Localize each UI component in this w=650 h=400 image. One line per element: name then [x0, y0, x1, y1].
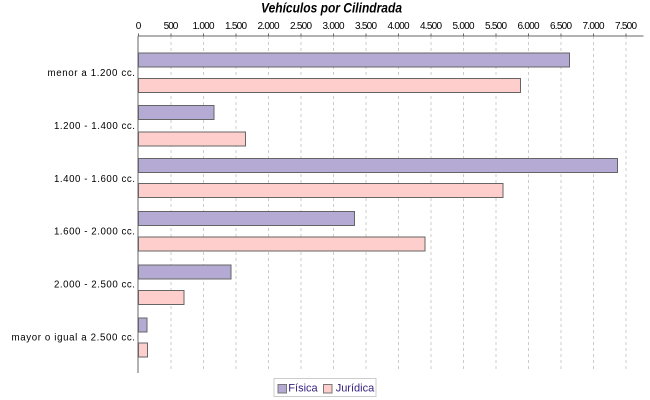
svg-text:2.500: 2.500 [290, 21, 312, 32]
svg-text:3.000: 3.000 [323, 21, 345, 32]
svg-text:1.000: 1.000 [193, 21, 215, 32]
svg-text:4.000: 4.000 [388, 21, 410, 32]
svg-text:5.000: 5.000 [453, 21, 475, 32]
svg-text:2.000: 2.000 [258, 21, 280, 32]
svg-text:6.000: 6.000 [518, 21, 540, 32]
svg-text:Física: Física [288, 383, 318, 395]
svg-text:1.400 - 1.600 cc.: 1.400 - 1.600 cc. [54, 174, 135, 185]
svg-text:mayor o igual a 2.500 cc.: mayor o igual a 2.500 cc. [12, 332, 136, 343]
svg-text:menor a 1.200 cc.: menor a 1.200 cc. [48, 68, 136, 79]
svg-text:1.200 - 1.400 cc.: 1.200 - 1.400 cc. [54, 121, 135, 132]
svg-text:0: 0 [136, 21, 142, 32]
svg-text:4.500: 4.500 [420, 21, 442, 32]
svg-text:5.500: 5.500 [485, 21, 507, 32]
svg-text:1.500: 1.500 [225, 21, 247, 32]
svg-text:3.500: 3.500 [355, 21, 377, 32]
svg-text:Jurídica: Jurídica [336, 383, 375, 395]
svg-text:6.500: 6.500 [550, 21, 572, 32]
svg-text:2.000 - 2.500 cc.: 2.000 - 2.500 cc. [54, 280, 135, 291]
svg-text:500: 500 [164, 21, 179, 32]
svg-text:1.600 - 2.000 cc.: 1.600 - 2.000 cc. [54, 227, 135, 238]
svg-text:Vehículos por Cilindrada: Vehículos por Cilindrada [261, 0, 402, 16]
svg-text:7.000: 7.000 [583, 21, 605, 32]
svg-text:7.500: 7.500 [615, 21, 637, 32]
